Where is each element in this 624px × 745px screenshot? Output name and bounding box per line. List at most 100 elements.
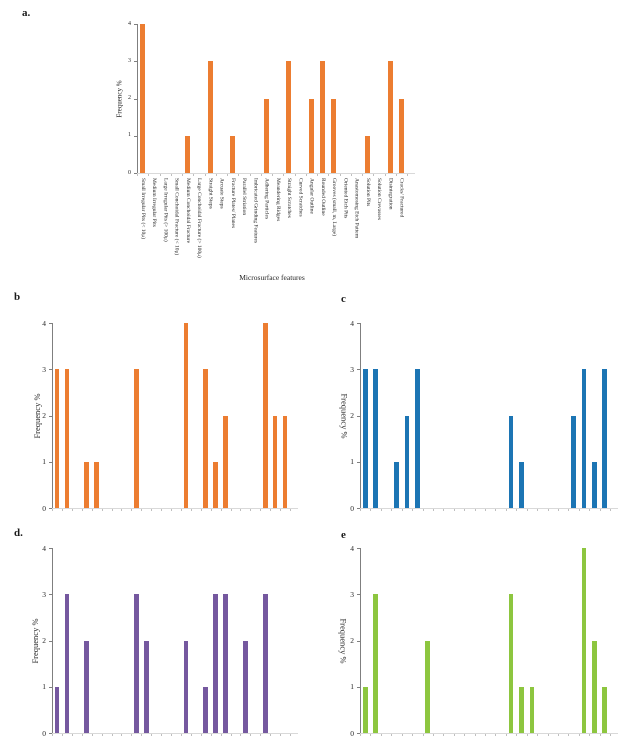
x-tick-mark: [220, 734, 222, 736]
x-tick-mark: [280, 734, 282, 736]
x-tick-mark: [260, 174, 262, 176]
bar: [592, 461, 597, 508]
category-label: Solution Pits: [364, 178, 371, 207]
x-tick-mark: [101, 509, 103, 511]
bar: [387, 61, 393, 173]
y-tick-mark: [49, 686, 52, 688]
bar: [207, 61, 213, 173]
category-label: Oriented Etch Pits: [342, 178, 349, 219]
bar: [519, 686, 524, 733]
panel-b-letter: b: [14, 291, 21, 303]
y-tick-mark: [49, 548, 52, 549]
x-tick-mark: [422, 734, 424, 736]
y-tick-label: 0: [42, 503, 46, 513]
x-tick-mark: [362, 174, 363, 176]
bar: [602, 686, 608, 733]
x-tick-mark: [317, 174, 318, 176]
x-tick-mark: [453, 734, 455, 736]
x-tick-mark: [526, 734, 528, 736]
x-tick-mark: [495, 734, 497, 736]
x-tick-mark: [589, 509, 591, 511]
x-tick-mark: [547, 734, 549, 736]
y-tick-mark: [134, 24, 137, 25]
x-tick-mark: [464, 734, 466, 736]
x-tick-mark: [180, 509, 182, 511]
x-tick-mark: [443, 734, 445, 736]
x-tick-mark: [599, 509, 601, 511]
x-tick-mark: [71, 734, 73, 736]
x-axis-line: [52, 508, 298, 509]
x-tick-mark: [227, 174, 228, 176]
y-tick-label: 2: [350, 636, 354, 645]
y-tick-label: 3: [42, 589, 46, 599]
x-axis-line: [360, 733, 618, 734]
bar: [230, 135, 236, 173]
y-tick-label: 1: [128, 132, 131, 139]
bar: [243, 640, 248, 733]
x-tick-mark: [610, 509, 611, 511]
y-tick-label: 1: [42, 457, 46, 467]
y-tick-mark: [357, 323, 360, 324]
bar: [581, 369, 587, 508]
bar: [286, 61, 292, 173]
x-tick-mark: [537, 734, 539, 736]
bar: [213, 461, 218, 508]
x-tick-mark: [71, 509, 73, 511]
x-tick-mark: [159, 174, 161, 176]
x-tick-mark: [443, 509, 445, 511]
category-label: Grooves (small, m, Large): [331, 178, 338, 237]
bar: [414, 369, 420, 508]
y-tick-label: 4: [350, 318, 354, 328]
x-tick-mark: [339, 174, 341, 176]
x-tick-mark: [170, 174, 172, 176]
y-tick-mark: [134, 135, 137, 137]
y-tick-mark: [134, 173, 137, 174]
x-tick-mark: [557, 734, 559, 736]
x-tick-mark: [270, 509, 272, 511]
x-tick-mark: [91, 734, 93, 736]
y-tick-mark: [357, 548, 360, 549]
bar: [331, 98, 337, 173]
y-tick-label: 4: [128, 20, 131, 27]
x-tick-mark: [290, 509, 291, 511]
bar: [213, 594, 218, 733]
category-label: Solution Crevasses: [376, 178, 383, 221]
x-tick-mark: [151, 509, 153, 511]
x-tick-mark: [200, 734, 202, 736]
panel-e-letter: e: [341, 529, 346, 541]
x-tick-mark: [432, 734, 434, 736]
x-tick-mark: [260, 734, 262, 736]
bar: [308, 98, 314, 173]
y-tick-label: 1: [350, 682, 354, 692]
y-tick-label: 2: [42, 411, 46, 420]
x-tick-mark: [395, 174, 397, 176]
panel-a-xlabel: Microsurface features: [239, 273, 305, 282]
y-axis-line: [360, 548, 361, 733]
category-label: Cracks/ Fractured: [398, 178, 405, 218]
x-tick-mark: [131, 734, 133, 736]
category-label: Straight Steps: [207, 178, 214, 209]
bar: [362, 369, 368, 508]
y-tick-mark: [49, 323, 52, 324]
x-tick-mark: [578, 734, 580, 736]
x-tick-mark: [171, 509, 172, 511]
y-tick-mark: [49, 640, 52, 642]
bar: [592, 640, 597, 733]
x-tick-mark: [190, 509, 192, 511]
x-tick-mark: [101, 734, 103, 736]
x-axis-line: [52, 733, 298, 734]
x-tick-mark: [432, 509, 434, 511]
x-tick-mark: [81, 509, 83, 511]
category-label: Angular Outline: [308, 178, 315, 214]
x-tick-mark: [599, 734, 601, 736]
x-tick-mark: [412, 509, 414, 511]
category-label: Disintegration: [387, 178, 394, 210]
x-tick-mark: [505, 734, 507, 736]
x-tick-mark: [516, 734, 518, 736]
y-tick-mark: [49, 733, 52, 734]
x-tick-mark: [516, 509, 518, 511]
y-axis-line: [52, 323, 53, 508]
bar: [223, 594, 228, 733]
x-tick-mark: [578, 509, 580, 511]
y-axis-line: [137, 24, 138, 173]
